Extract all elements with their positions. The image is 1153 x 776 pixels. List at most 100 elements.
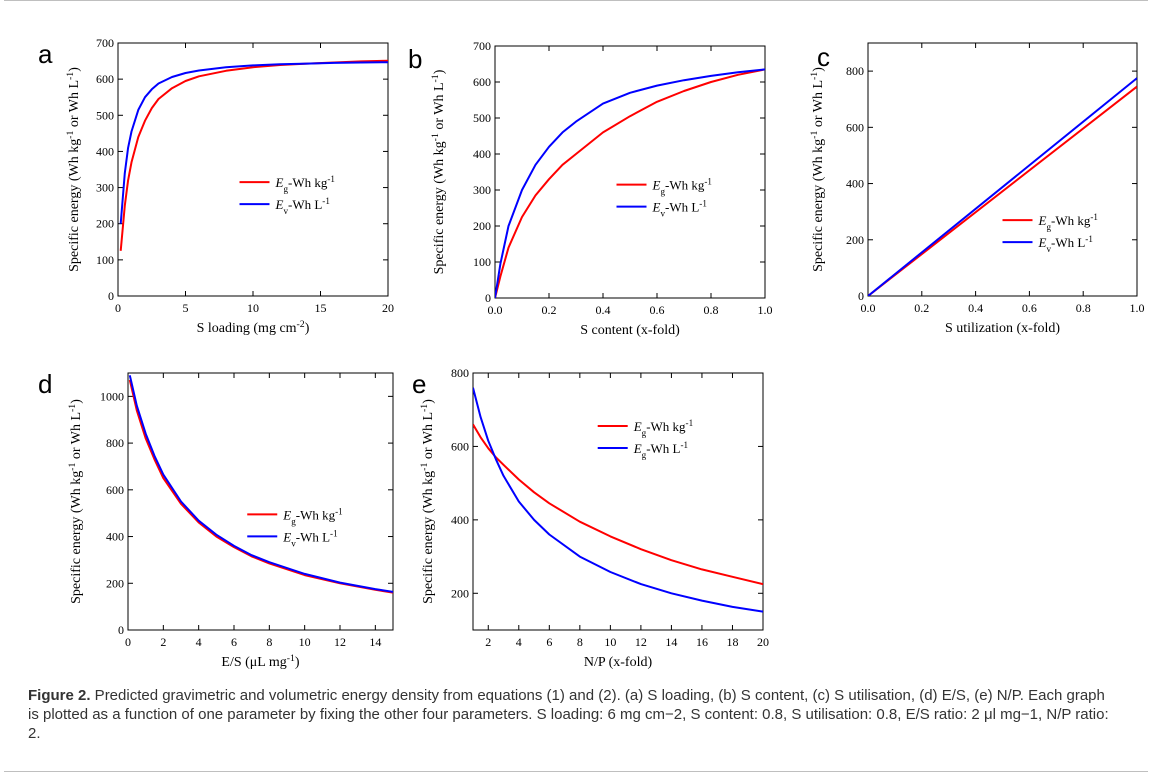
y-tick-label: 500 (96, 108, 114, 122)
y-tick-label: 400 (96, 144, 114, 158)
y-tick-label: 200 (846, 233, 864, 247)
x-tick-label: 10 (247, 301, 259, 315)
legend-entry: Eg-Wh L-1 (633, 440, 688, 460)
legend-entry: Ev-Wh L-1 (1038, 234, 1093, 254)
x-tick-label: 6 (231, 635, 237, 649)
y-tick-label: 200 (451, 586, 469, 600)
y-tick-label: 800 (846, 64, 864, 78)
x-axis-label: E/S (μL mg-1) (221, 653, 300, 671)
y-tick-label: 600 (473, 75, 491, 89)
y-axis-label: Specific energy (Wh kg-1 or Wh L-1) (430, 69, 448, 274)
y-tick-label: 100 (96, 253, 114, 267)
legend-entry: Ev-Wh L-1 (282, 528, 337, 548)
y-tick-label: 600 (96, 72, 114, 86)
x-tick-label: 12 (334, 635, 346, 649)
legend-entry: Eg-Wh kg-1 (282, 506, 342, 526)
legend-entry: Eg-Wh kg-1 (275, 174, 335, 194)
x-tick-label: 18 (726, 635, 738, 649)
y-tick-label: 0 (118, 623, 124, 637)
panel-letter: a (38, 39, 53, 69)
y-tick-label: 600 (846, 120, 864, 134)
y-tick-label: 800 (106, 436, 124, 450)
x-tick-label: 20 (382, 301, 394, 315)
x-tick-label: 1.0 (758, 303, 773, 317)
x-tick-label: 0.4 (968, 301, 983, 315)
x-tick-label: 8 (577, 635, 583, 649)
y-tick-label: 600 (106, 483, 124, 497)
legend-entry: Eg-Wh kg-1 (652, 177, 712, 197)
x-tick-label: 5 (183, 301, 189, 315)
y-tick-label: 0 (858, 289, 864, 303)
figure-caption: Figure 2. Predicted gravimetric and volu… (28, 686, 1118, 743)
x-tick-label: 0.0 (861, 301, 876, 315)
caption-label: Figure 2. (28, 687, 91, 704)
chart-panel-d: d 0 2 4 6 8 10 12 14 0 200 400 600 800 1000 E/S (μL mg-… (38, 369, 394, 671)
x-axis-label: S loading (mg cm-2) (197, 319, 310, 337)
series-line-red (128, 379, 393, 594)
y-tick-label: 400 (106, 530, 124, 544)
legend: Eg-Wh kg-1Eg-Wh L-1 (597, 418, 693, 460)
x-tick-label: 0.2 (914, 301, 929, 315)
panel-letter: d (38, 369, 52, 399)
chart-panel-b: b 0.0 0.2 0.4 0.6 0.8 1.0 0 100 200 300 400 500 600 70… (408, 39, 773, 338)
x-axis-label: S content (x-fold) (580, 323, 680, 338)
y-tick-label: 0 (108, 289, 114, 303)
x-tick-label: 10 (604, 635, 616, 649)
x-tick-label: 0.0 (488, 303, 503, 317)
x-axis-label: N/P (x-fold) (584, 655, 653, 670)
y-tick-label: 1000 (100, 389, 124, 403)
plot-frame (494, 45, 766, 299)
figure-frame (4, 0, 1148, 772)
plot-frame (117, 42, 389, 297)
x-tick-label: 8 (266, 635, 272, 649)
series-line-blue (868, 77, 1137, 296)
x-tick-label: 14 (665, 635, 677, 649)
x-tick-label: 20 (757, 635, 769, 649)
y-tick-label: 400 (473, 147, 491, 161)
legend-entry: Ev-Wh L-1 (652, 199, 707, 219)
plot-frame (867, 42, 1138, 297)
y-axis-label: Specific energy (Wh kg-1 or Wh L-1) (67, 399, 85, 604)
series-line-red (868, 85, 1137, 296)
legend: Eg-Wh kg-1Ev-Wh L-1 (247, 506, 343, 548)
series-line-red (495, 68, 765, 298)
panel-letter: e (412, 369, 426, 399)
panel-letter: b (408, 44, 422, 74)
y-tick-label: 600 (451, 439, 469, 453)
x-tick-label: 4 (196, 635, 202, 649)
legend-entry: Eg-Wh kg-1 (633, 418, 693, 438)
y-tick-label: 0 (485, 291, 491, 305)
series-line-blue (495, 68, 765, 298)
legend: Eg-Wh kg-1Ev-Wh L-1 (616, 177, 712, 219)
x-tick-label: 15 (315, 301, 327, 315)
chart-panel-e: e 2 4 6 8 10 12 14 16 18 20 200 400 600 800 N/P (x-fold… (412, 366, 769, 670)
chart-panel-c: c 0.0 0.2 0.4 0.6 0.8 1.0 0 200 400 600 800 S utiliz… (809, 42, 1145, 336)
y-tick-label: 100 (473, 255, 491, 269)
y-tick-label: 400 (451, 513, 469, 527)
x-axis-label: S utilization (x-fold) (945, 321, 1060, 336)
series-line-blue (119, 61, 388, 224)
x-tick-label: 0 (125, 635, 131, 649)
series-line-blue (473, 387, 763, 613)
series-line-red (473, 423, 763, 586)
x-tick-label: 0.4 (596, 303, 611, 317)
y-axis-label: Specific energy (Wh kg-1 or Wh L-1) (419, 399, 437, 604)
y-axis-label: Specific energy (Wh kg-1 or Wh L-1) (65, 67, 83, 272)
plot-frame (127, 372, 394, 631)
x-tick-label: 2 (160, 635, 166, 649)
y-tick-label: 800 (451, 366, 469, 380)
legend-entry: Eg-Wh kg-1 (1038, 212, 1098, 232)
y-tick-label: 700 (96, 36, 114, 50)
x-tick-label: 4 (516, 635, 522, 649)
x-tick-label: 0.8 (1076, 301, 1091, 315)
series-line-red (119, 59, 388, 251)
x-tick-label: 16 (696, 635, 708, 649)
x-tick-label: 0.6 (650, 303, 665, 317)
x-tick-label: 0.2 (542, 303, 557, 317)
y-axis-label: Specific energy (Wh kg-1 or Wh L-1) (809, 67, 827, 272)
legend: Eg-Wh kg-1Ev-Wh L-1 (239, 174, 335, 216)
legend: Eg-Wh kg-1Ev-Wh L-1 (1002, 212, 1098, 254)
plot-frame (472, 372, 764, 631)
